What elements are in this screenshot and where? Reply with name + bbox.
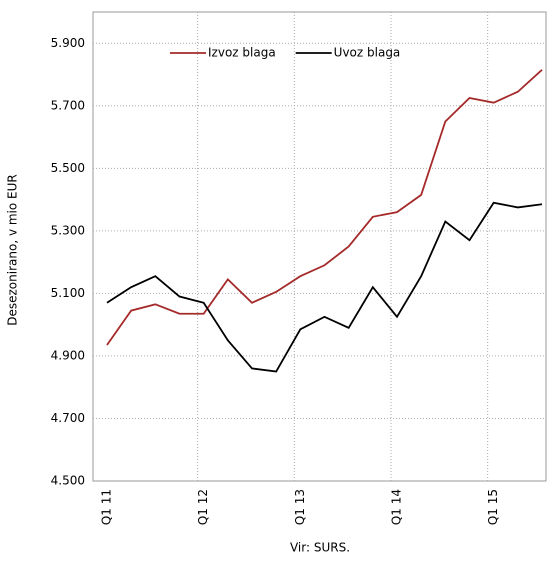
- legend-label: Izvoz blaga: [208, 46, 276, 60]
- y-tick-label: 4.900: [51, 348, 85, 362]
- y-tick-label: 5.300: [51, 223, 85, 237]
- y-tick-label: 5.500: [51, 161, 85, 175]
- x-tick-label: Q1 14: [390, 489, 404, 525]
- x-tick-label: Q1 12: [196, 489, 210, 525]
- series-line: [106, 69, 543, 346]
- y-axis-label: Desezonirano, v mio EUR: [6, 174, 20, 326]
- plot-frame: [92, 11, 547, 482]
- source-note: Vir: SURS.: [290, 541, 350, 555]
- y-tick-label: 5.700: [51, 98, 85, 112]
- y-tick-label: 5.900: [51, 36, 85, 50]
- y-tick-label: 5.100: [51, 286, 85, 300]
- series-line: [106, 201, 543, 373]
- y-tick-label: 4.500: [51, 474, 85, 488]
- y-tick-label: 4.700: [51, 411, 85, 425]
- x-tick-label: Q1 11: [100, 489, 114, 525]
- legend-label: Uvoz blaga: [334, 46, 401, 60]
- x-tick-label: Q1 13: [293, 489, 307, 525]
- x-tick-label: Q1 15: [486, 489, 500, 525]
